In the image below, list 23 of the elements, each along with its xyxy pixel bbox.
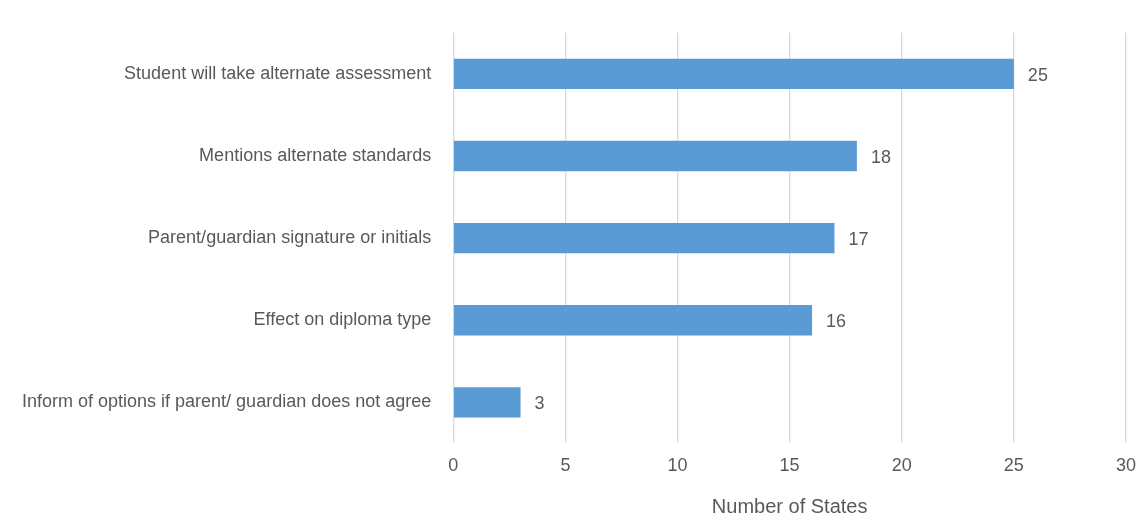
y-tick-label: Inform of options if parent/ guardian does not agree	[22, 391, 432, 412]
y-tick-label: Parent/guardian signature or initials	[148, 227, 432, 248]
bar	[453, 222, 835, 254]
bar	[453, 58, 1014, 90]
data-label: 16	[826, 311, 847, 332]
data-label: 17	[848, 229, 869, 250]
bar	[453, 140, 857, 172]
data-label: 3	[534, 393, 545, 414]
x-tick-label: 15	[779, 455, 800, 476]
x-axis-title: Number of States	[711, 494, 868, 517]
x-tick-label: 25	[1003, 455, 1024, 476]
y-tick-label: Student will take alternate assessment	[124, 62, 432, 83]
x-tick-label: 5	[560, 455, 571, 476]
x-tick-label: 0	[448, 455, 459, 476]
x-tick-label: 10	[667, 455, 688, 476]
y-tick-label: Mentions alternate standards	[199, 144, 432, 165]
x-tick-label: 30	[1115, 455, 1136, 476]
bar	[453, 387, 521, 418]
data-label: 25	[1027, 64, 1048, 85]
x-tick-label: 20	[891, 455, 912, 476]
data-label: 18	[870, 146, 891, 167]
y-tick-label: Effect on diploma type	[253, 309, 432, 330]
bar	[453, 305, 813, 336]
